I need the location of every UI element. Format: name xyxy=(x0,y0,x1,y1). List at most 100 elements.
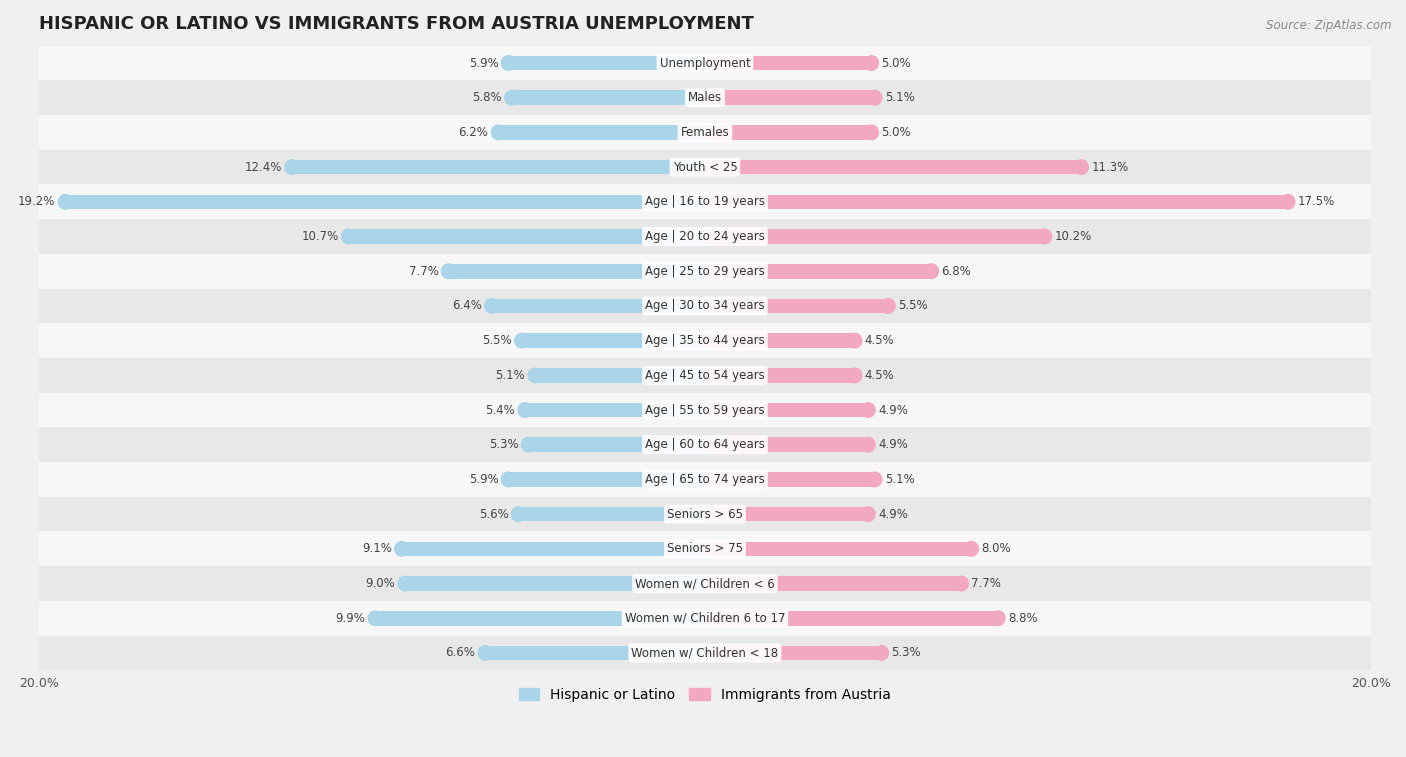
Bar xyxy=(39,462,1371,497)
Circle shape xyxy=(865,56,879,70)
Circle shape xyxy=(529,368,543,382)
Text: Age | 25 to 29 years: Age | 25 to 29 years xyxy=(645,265,765,278)
Text: 7.7%: 7.7% xyxy=(409,265,439,278)
Bar xyxy=(39,185,1371,220)
Bar xyxy=(39,393,1371,428)
Text: 19.2%: 19.2% xyxy=(18,195,55,208)
Bar xyxy=(39,531,1371,566)
Text: Age | 55 to 59 years: Age | 55 to 59 years xyxy=(645,403,765,416)
Bar xyxy=(704,403,868,417)
Text: 12.4%: 12.4% xyxy=(245,160,281,173)
Text: 5.0%: 5.0% xyxy=(882,57,911,70)
Bar xyxy=(704,646,882,660)
Bar xyxy=(66,195,704,209)
Text: 5.3%: 5.3% xyxy=(891,646,921,659)
Bar xyxy=(509,56,704,70)
Text: 17.5%: 17.5% xyxy=(1298,195,1336,208)
Circle shape xyxy=(342,229,356,244)
Text: 5.3%: 5.3% xyxy=(489,438,519,451)
Text: 9.1%: 9.1% xyxy=(361,542,392,556)
Bar xyxy=(704,195,1288,209)
Bar xyxy=(704,56,872,70)
Bar xyxy=(349,229,704,244)
Circle shape xyxy=(505,90,519,105)
Text: 5.1%: 5.1% xyxy=(884,92,914,104)
Circle shape xyxy=(395,541,409,556)
Text: Age | 16 to 19 years: Age | 16 to 19 years xyxy=(645,195,765,208)
Text: Age | 45 to 54 years: Age | 45 to 54 years xyxy=(645,369,765,382)
Circle shape xyxy=(512,507,526,522)
Bar xyxy=(39,115,1371,150)
Bar xyxy=(39,601,1371,636)
Text: 6.2%: 6.2% xyxy=(458,126,488,139)
Text: 5.6%: 5.6% xyxy=(478,508,509,521)
Text: Age | 65 to 74 years: Age | 65 to 74 years xyxy=(645,473,765,486)
Bar xyxy=(704,472,875,487)
Bar xyxy=(492,299,704,313)
Bar xyxy=(704,541,972,556)
Text: 4.9%: 4.9% xyxy=(879,508,908,521)
Text: 5.5%: 5.5% xyxy=(898,300,928,313)
Text: 5.0%: 5.0% xyxy=(882,126,911,139)
Circle shape xyxy=(868,90,882,105)
Bar xyxy=(524,403,704,417)
Circle shape xyxy=(848,333,862,348)
Bar xyxy=(39,254,1371,288)
Text: Youth < 25: Youth < 25 xyxy=(672,160,737,173)
Bar xyxy=(536,368,704,382)
Text: 8.0%: 8.0% xyxy=(981,542,1011,556)
Circle shape xyxy=(441,264,456,279)
Circle shape xyxy=(485,299,499,313)
Text: Age | 35 to 44 years: Age | 35 to 44 years xyxy=(645,334,765,347)
Text: Women w/ Children 6 to 17: Women w/ Children 6 to 17 xyxy=(624,612,785,625)
Circle shape xyxy=(882,299,896,313)
Text: 5.5%: 5.5% xyxy=(482,334,512,347)
Bar xyxy=(512,90,704,105)
Bar xyxy=(704,576,962,590)
Circle shape xyxy=(1281,195,1295,209)
Bar xyxy=(519,507,704,522)
Circle shape xyxy=(868,472,882,487)
Bar xyxy=(704,160,1081,174)
Text: Women w/ Children < 6: Women w/ Children < 6 xyxy=(636,577,775,590)
Bar xyxy=(39,220,1371,254)
Circle shape xyxy=(860,403,875,417)
Circle shape xyxy=(492,125,505,140)
Text: 9.0%: 9.0% xyxy=(366,577,395,590)
Bar xyxy=(39,428,1371,462)
Bar xyxy=(39,358,1371,393)
Text: Source: ZipAtlas.com: Source: ZipAtlas.com xyxy=(1267,19,1392,32)
Bar xyxy=(39,150,1371,185)
Text: Women w/ Children < 18: Women w/ Children < 18 xyxy=(631,646,779,659)
Bar xyxy=(402,541,704,556)
Bar xyxy=(39,288,1371,323)
Circle shape xyxy=(1074,160,1088,174)
Text: Seniors > 75: Seniors > 75 xyxy=(666,542,742,556)
Text: HISPANIC OR LATINO VS IMMIGRANTS FROM AUSTRIA UNEMPLOYMENT: HISPANIC OR LATINO VS IMMIGRANTS FROM AU… xyxy=(39,15,754,33)
Text: 8.8%: 8.8% xyxy=(1008,612,1038,625)
Text: 6.6%: 6.6% xyxy=(446,646,475,659)
Circle shape xyxy=(522,438,536,452)
Bar xyxy=(39,45,1371,80)
Bar xyxy=(292,160,704,174)
Circle shape xyxy=(848,368,862,382)
Bar xyxy=(509,472,704,487)
Circle shape xyxy=(860,438,875,452)
Text: 4.5%: 4.5% xyxy=(865,334,894,347)
Circle shape xyxy=(515,333,529,348)
Text: 5.4%: 5.4% xyxy=(485,403,515,416)
Text: Age | 20 to 24 years: Age | 20 to 24 years xyxy=(645,230,765,243)
Legend: Hispanic or Latino, Immigrants from Austria: Hispanic or Latino, Immigrants from Aust… xyxy=(513,682,897,707)
Bar xyxy=(375,611,704,625)
Text: 5.9%: 5.9% xyxy=(468,57,498,70)
Bar xyxy=(704,90,875,105)
Text: 5.9%: 5.9% xyxy=(468,473,498,486)
Bar xyxy=(39,636,1371,670)
Bar xyxy=(498,125,704,140)
Text: 5.8%: 5.8% xyxy=(472,92,502,104)
Bar xyxy=(704,333,855,348)
Text: 9.9%: 9.9% xyxy=(335,612,366,625)
Circle shape xyxy=(865,125,879,140)
Bar xyxy=(704,229,1045,244)
Bar xyxy=(485,646,704,660)
